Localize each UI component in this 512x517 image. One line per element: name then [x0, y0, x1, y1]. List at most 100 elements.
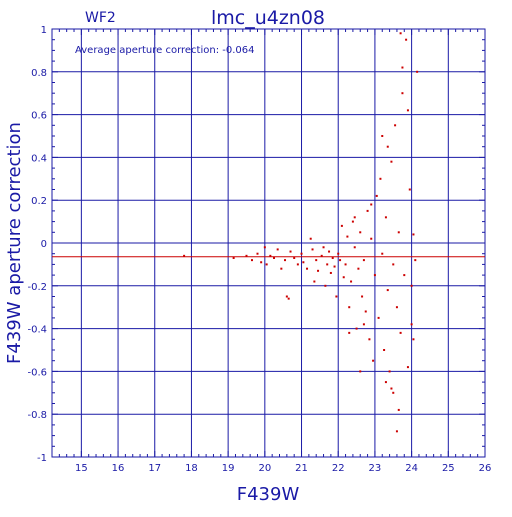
data-point [260, 261, 263, 264]
data-point [384, 216, 387, 219]
tick-marks [51, 28, 486, 458]
data-point [395, 430, 398, 433]
data-point [373, 274, 376, 277]
y-tick-label: 0.8 [31, 68, 47, 79]
data-point [381, 252, 384, 255]
data-point [337, 252, 340, 255]
data-point [329, 271, 332, 274]
data-point [333, 265, 336, 268]
data-point [370, 203, 373, 206]
data-point [401, 66, 404, 69]
data-point [331, 256, 334, 259]
data-point [346, 235, 349, 238]
data-point [412, 233, 415, 236]
data-point [269, 254, 272, 257]
data-point [232, 256, 235, 259]
x-tick-label: 21 [295, 463, 308, 474]
data-point [311, 248, 314, 251]
data-point [410, 323, 413, 326]
y-axis-label: F439W aperture correction [4, 122, 25, 364]
data-point [375, 194, 378, 197]
y-tick-label: -0.8 [27, 410, 47, 421]
data-point [265, 263, 268, 266]
grid-lines [52, 29, 485, 457]
x-tick-label: 19 [222, 463, 235, 474]
data-point [306, 267, 309, 270]
data-point [350, 280, 353, 283]
data-point [313, 280, 316, 283]
data-point [384, 381, 387, 384]
data-point [324, 284, 327, 287]
data-point [406, 109, 409, 112]
data-point [386, 145, 389, 148]
data-point [309, 237, 312, 240]
data-point [284, 259, 287, 262]
y-tick-label: -0.6 [27, 367, 47, 378]
data-point [348, 331, 351, 334]
data-point [183, 254, 186, 257]
data-point [390, 387, 393, 390]
x-tick-label: 17 [148, 463, 161, 474]
y-tick-label: -0.4 [27, 325, 47, 336]
data-point [263, 246, 266, 249]
x-tick-label: 24 [405, 463, 418, 474]
y-tick-label: 0.6 [31, 111, 47, 122]
data-point [296, 263, 299, 266]
tick-labels: 15 16 17 18 19 20 21 22 23 24 25 26 -1 -0.8 -0.6 -0.4 -0… [27, 25, 491, 474]
data-point [339, 259, 342, 262]
data-point [414, 259, 417, 262]
data-point [245, 254, 248, 257]
data-point [344, 263, 347, 266]
data-point [372, 359, 375, 362]
data-point [320, 254, 323, 257]
data-point [317, 269, 320, 272]
x-axis-label: F439W [237, 484, 300, 505]
x-tick-label: 15 [75, 463, 88, 474]
y-tick-label: 1 [41, 25, 47, 36]
data-point [381, 135, 384, 137]
data-point [386, 289, 389, 292]
data-point [300, 252, 303, 255]
data-point [348, 306, 351, 309]
data-point [364, 310, 367, 313]
data-point [353, 216, 356, 219]
y-tick-label: 0.4 [31, 153, 47, 164]
data-point [287, 297, 290, 300]
x-tick-label: 26 [479, 463, 492, 474]
data-point [410, 284, 413, 287]
data-point [394, 124, 397, 127]
data-point [302, 261, 305, 264]
data-point [377, 316, 380, 319]
data-point [379, 177, 382, 180]
x-tick-label: 18 [185, 463, 198, 474]
data-point [401, 92, 404, 95]
data-point [395, 306, 398, 309]
data-point [340, 224, 343, 227]
data-point [397, 231, 400, 234]
data-point [359, 231, 362, 234]
y-tick-label: -0.2 [27, 282, 47, 293]
data-point [326, 263, 329, 266]
y-tick-label: 0.2 [31, 196, 47, 207]
x-tick-label: 20 [258, 463, 271, 474]
data-point [397, 408, 400, 411]
data-point [285, 295, 288, 298]
data-point [328, 250, 331, 253]
y-tick-label: -1 [37, 453, 47, 464]
data-point [315, 259, 318, 262]
data-point [355, 327, 358, 330]
data-point [368, 338, 371, 341]
data-point [362, 259, 365, 262]
y-tick-label: 0 [41, 239, 47, 250]
data-point [361, 295, 364, 298]
data-point [366, 209, 369, 212]
average-annotation: Average aperture correction: -0.064 [75, 45, 255, 56]
data-point [412, 338, 415, 341]
panel-label: WF2 [85, 10, 116, 26]
data-point [276, 248, 279, 251]
data-point [370, 237, 373, 240]
data-point [392, 263, 395, 266]
data-point [359, 370, 362, 373]
data-point [280, 267, 283, 270]
